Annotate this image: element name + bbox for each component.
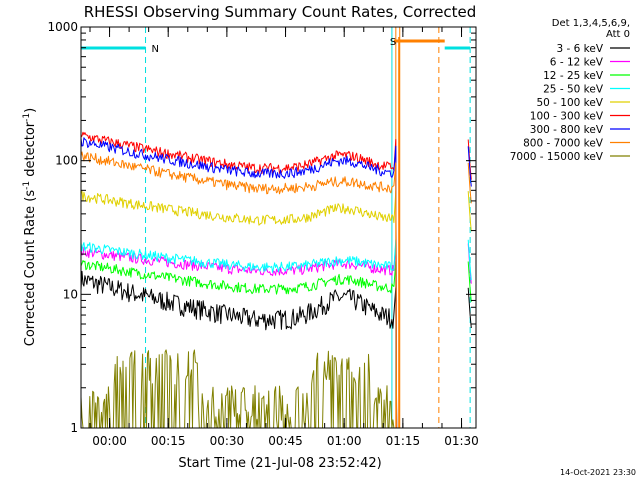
legend-label: 7000 - 15000 keV — [510, 151, 604, 163]
x-tick-label: 01:00 — [327, 434, 362, 448]
y-axis-label: Corrected Count Rate (s-1 detector-1) — [22, 108, 38, 346]
legend-label: 300 - 800 keV — [530, 124, 604, 136]
series-line — [80, 349, 395, 429]
series-line — [80, 270, 472, 429]
axes: 1 10 100 1000 00:00 00:15 00:30 00:45 01:00 01:15… — [47, 20, 478, 448]
saa-label: S — [390, 37, 396, 48]
y-tick-label: 1000 — [47, 20, 78, 34]
legend-label: 100 - 300 keV — [530, 111, 604, 123]
legend-label: 50 - 100 keV — [536, 97, 603, 109]
x-tick-label: 00:15 — [151, 434, 186, 448]
plot-area: NS — [80, 27, 472, 429]
legend-header: Det 1,3,4,5,6,9, — [552, 18, 630, 29]
y-tick-label: 1 — [70, 421, 78, 435]
series-line — [80, 151, 472, 429]
x-tick-label: 00:45 — [268, 434, 303, 448]
chart-title: RHESSI Observing Summary Count Rates, Co… — [84, 3, 477, 21]
x-tick-label: 01:30 — [444, 434, 479, 448]
y-tick-label: 100 — [55, 154, 78, 168]
x-tick-label: 00:30 — [210, 434, 245, 448]
legend-label: 800 - 7000 keV — [523, 138, 604, 150]
series-line — [80, 137, 472, 429]
plot-frame — [80, 26, 477, 429]
night-label: N — [152, 44, 159, 55]
series-line — [80, 190, 472, 429]
legend-label: 12 - 25 keV — [543, 70, 604, 82]
legend-label: 3 - 6 keV — [556, 43, 603, 55]
series-line — [80, 239, 472, 429]
y-tick-label: 10 — [63, 287, 78, 301]
x-axis-label: Start Time (21-Jul-08 23:52:42) — [178, 456, 381, 471]
legend-label: 6 - 12 keV — [550, 57, 604, 69]
series-line — [80, 260, 472, 429]
legend-label: 25 - 50 keV — [543, 84, 604, 96]
x-tick-label: 01:15 — [386, 434, 421, 448]
legend-header: Att 0 — [606, 29, 630, 40]
x-tick-label: 00:00 — [92, 434, 127, 448]
legend: Det 1,3,4,5,6,9,Att 03 - 6 keV 6 - 12 keV… — [510, 18, 630, 163]
footer-date: 14-Oct-2021 23:30 — [560, 468, 636, 477]
